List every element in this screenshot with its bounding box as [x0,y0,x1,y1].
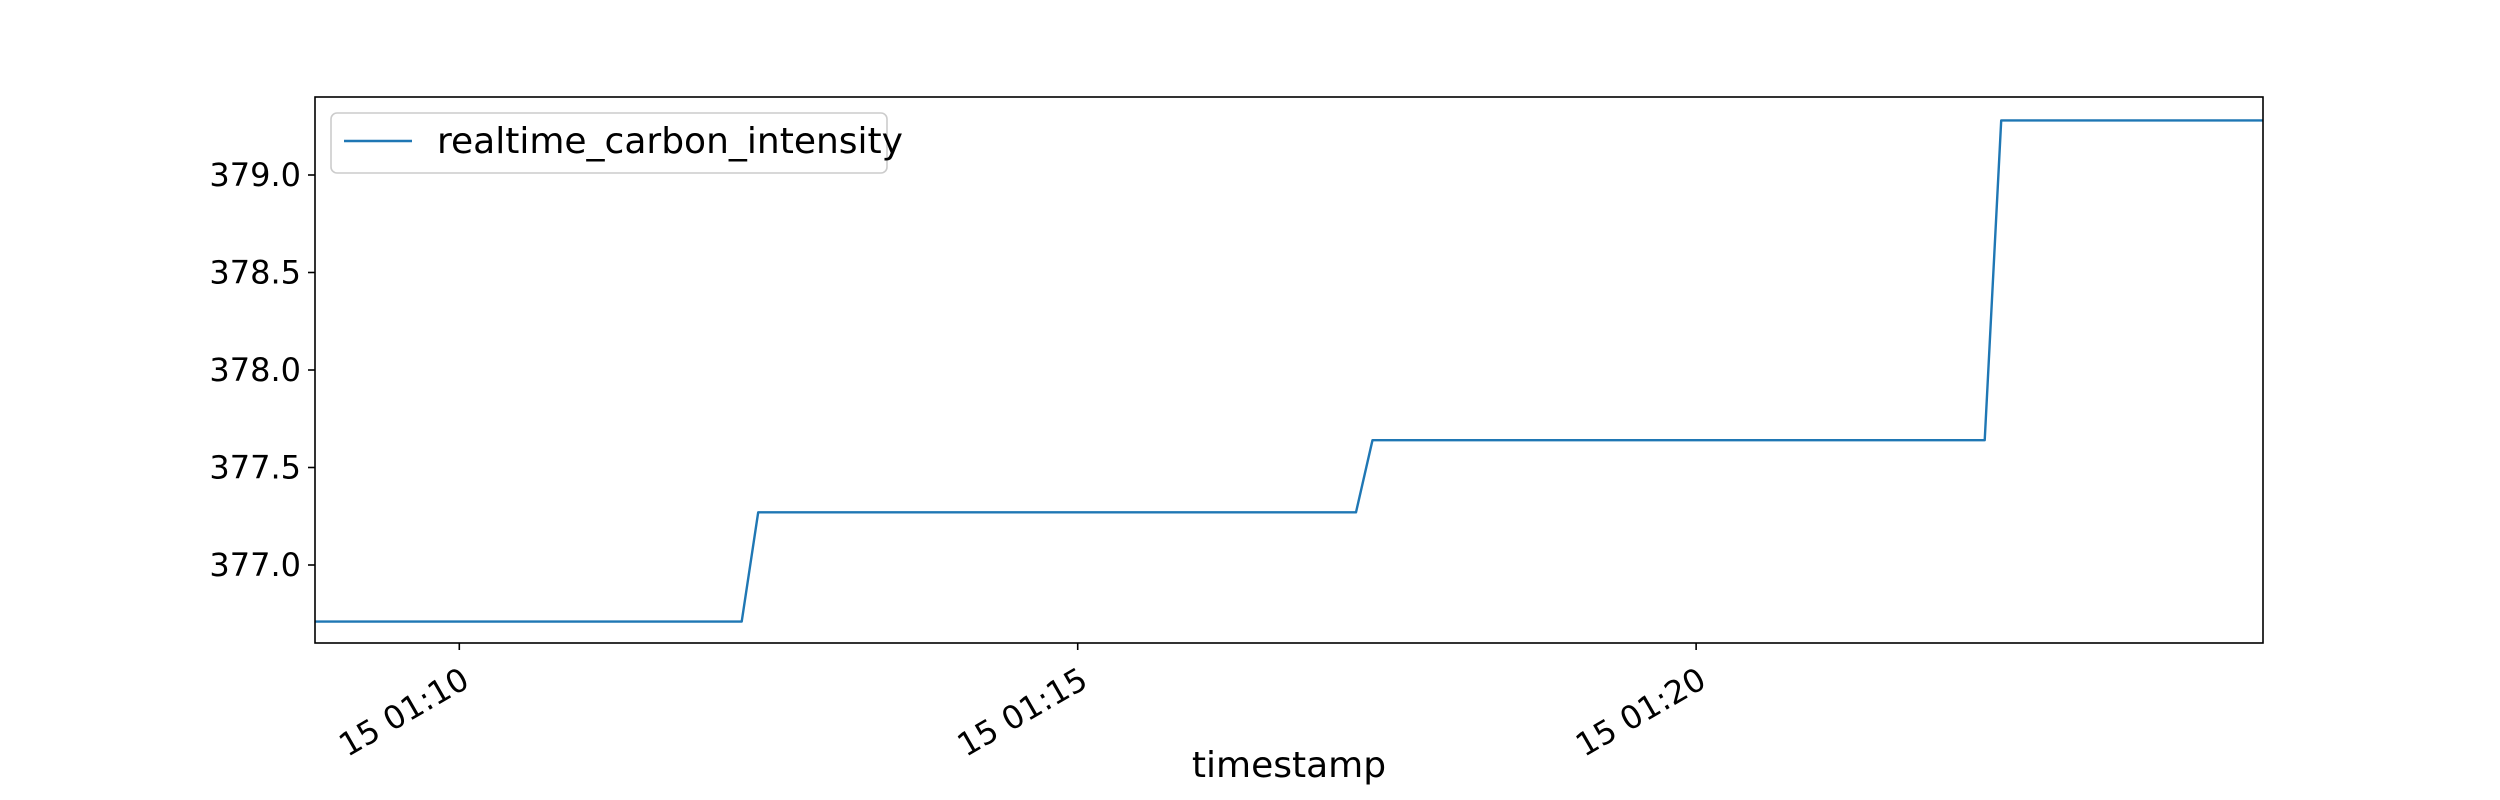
plot-area [315,119,2263,623]
plot-frame [314,96,2264,644]
y-tick-label: 379.0 [209,156,301,194]
series-line-0 [315,119,2263,623]
legend-box [330,112,888,174]
x-axis-title: timestamp [1192,745,1386,786]
y-axis: 377.0 377.5 378.0 378.5 379.0 [209,156,315,584]
legend-label: realtime_carbon_intensity [437,121,903,162]
legend: realtime_carbon_intensity [330,112,903,174]
y-tick-label: 377.0 [209,546,301,584]
y-tick-label: 378.0 [209,351,301,389]
y-tick-label: 377.5 [209,449,301,487]
y-tick-label: 378.5 [209,254,301,292]
